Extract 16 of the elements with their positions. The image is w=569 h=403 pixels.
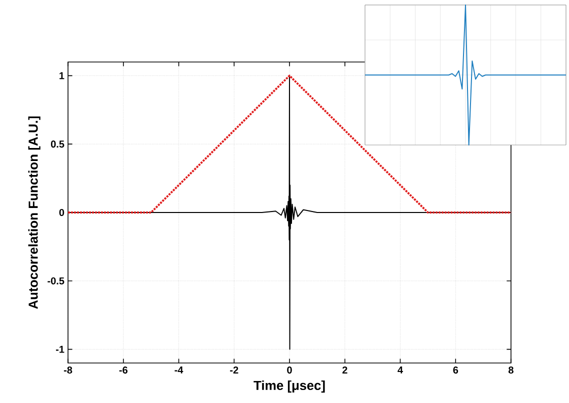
x-tick-label: -6 (119, 366, 128, 374)
x-tick-label: 2 (342, 366, 348, 374)
y-tick-label: 1 (60, 72, 64, 80)
x-tick-label: 8 (508, 366, 514, 374)
x-tick-label: -8 (64, 366, 72, 374)
y-tick-label: -0.5 (48, 277, 64, 284)
y-tick-label: 0.5 (50, 140, 64, 148)
x-axis-title: Time [μsec] (254, 380, 325, 393)
x-tick-label: -2 (230, 366, 238, 374)
x-tick-label: 6 (453, 366, 458, 374)
y-tick-label: 0 (59, 208, 64, 216)
x-tick-label: 4 (398, 366, 403, 374)
x-tick-label: 0 (287, 366, 292, 374)
x-tick-label: -4 (174, 366, 184, 374)
y-tick-label: -1 (56, 346, 64, 353)
y-axis-title: Autocorrelation Function [A.U.] (28, 116, 40, 309)
